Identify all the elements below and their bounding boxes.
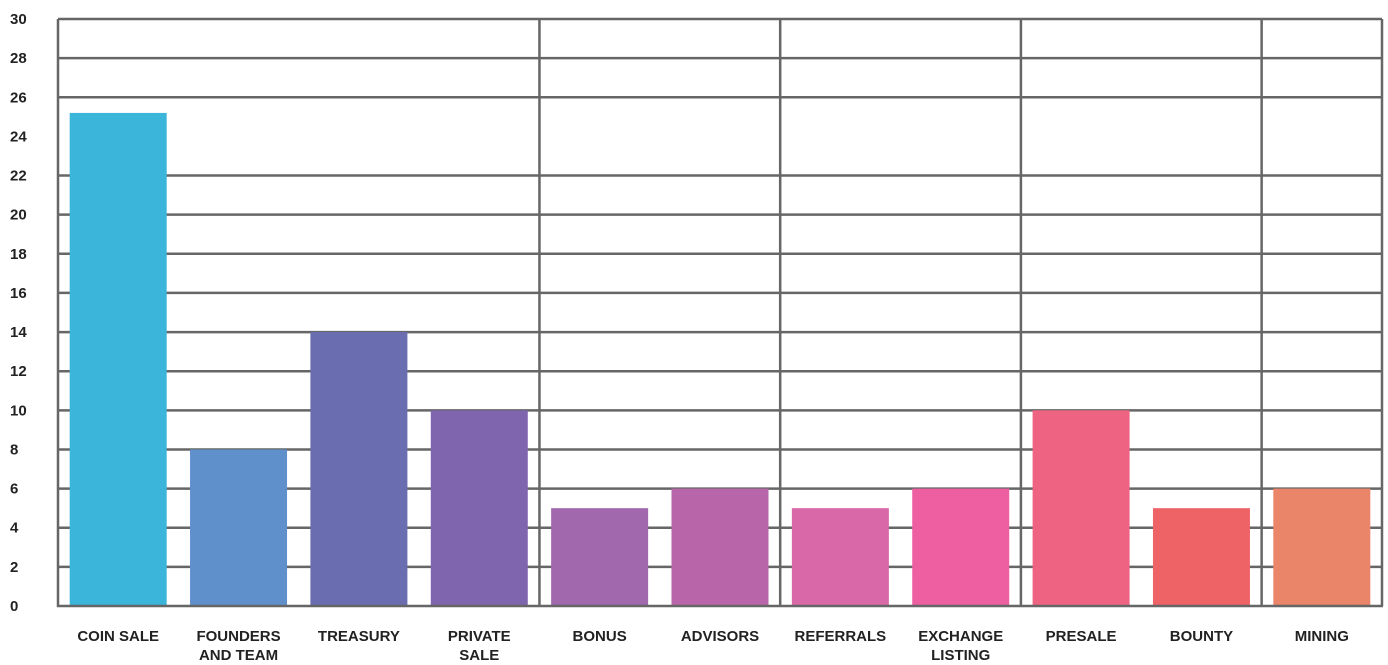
bar bbox=[1273, 488, 1371, 606]
y-tick-label: 30 bbox=[10, 11, 27, 28]
y-tick-label: 18 bbox=[10, 246, 27, 263]
bar bbox=[671, 488, 769, 606]
category-label-line: EXCHANGE bbox=[918, 628, 1003, 645]
category-label: TREASURY bbox=[318, 628, 400, 645]
category-label-line: PRESALE bbox=[1046, 628, 1117, 645]
bar bbox=[69, 112, 167, 607]
category-label: COIN SALE bbox=[77, 628, 159, 645]
category-label-line: BOUNTY bbox=[1170, 628, 1233, 645]
category-label: REFERRALS bbox=[795, 628, 887, 645]
y-tick-label: 20 bbox=[10, 207, 27, 224]
bars-layer bbox=[69, 112, 1371, 607]
bar bbox=[912, 488, 1010, 606]
category-label: MINING bbox=[1295, 628, 1349, 645]
y-tick-label: 8 bbox=[10, 441, 18, 458]
bar bbox=[430, 410, 528, 606]
category-label-line: AND TEAM bbox=[199, 647, 278, 664]
y-tick-label: 4 bbox=[10, 520, 19, 537]
y-tick-label: 16 bbox=[10, 285, 27, 302]
category-label-line: ADVISORS bbox=[681, 628, 759, 645]
category-label-line: MINING bbox=[1295, 628, 1349, 645]
category-label-line: REFERRALS bbox=[795, 628, 887, 645]
category-label-line: SALE bbox=[459, 647, 499, 664]
y-tick-label: 28 bbox=[10, 50, 27, 67]
y-tick-label: 0 bbox=[10, 598, 18, 615]
y-tick-label: 26 bbox=[10, 89, 27, 106]
category-label: BOUNTY bbox=[1170, 628, 1233, 645]
y-tick-label: 14 bbox=[10, 324, 27, 341]
y-tick-label: 6 bbox=[10, 481, 18, 498]
category-label-line: COIN SALE bbox=[77, 628, 159, 645]
bar bbox=[791, 508, 889, 606]
grid-layer bbox=[58, 17, 1384, 606]
category-label-line: PRIVATE bbox=[448, 628, 511, 645]
category-label-line: TREASURY bbox=[318, 628, 400, 645]
category-label-line: BONUS bbox=[573, 628, 627, 645]
category-label-line: FOUNDERS bbox=[196, 628, 280, 645]
category-label: EXCHANGE LISTING bbox=[918, 628, 1003, 664]
y-tick-label: 22 bbox=[10, 168, 27, 185]
y-tick-label: 12 bbox=[10, 363, 27, 380]
y-tick-label: 2 bbox=[10, 559, 18, 576]
bar bbox=[310, 332, 408, 606]
category-label: PRESALE bbox=[1046, 628, 1117, 645]
bar bbox=[551, 508, 649, 606]
bar bbox=[1032, 410, 1130, 606]
bar bbox=[1152, 508, 1250, 606]
category-label-line: LISTING bbox=[931, 647, 990, 664]
bar bbox=[190, 449, 288, 606]
y-tick-label: 10 bbox=[10, 402, 27, 419]
category-label: FOUNDERS AND TEAM bbox=[196, 628, 280, 664]
category-label: BONUS bbox=[573, 628, 627, 645]
y-tick-label: 24 bbox=[10, 128, 27, 145]
category-label: PRIVATE SALE bbox=[448, 628, 511, 664]
category-label: ADVISORS bbox=[681, 628, 759, 645]
